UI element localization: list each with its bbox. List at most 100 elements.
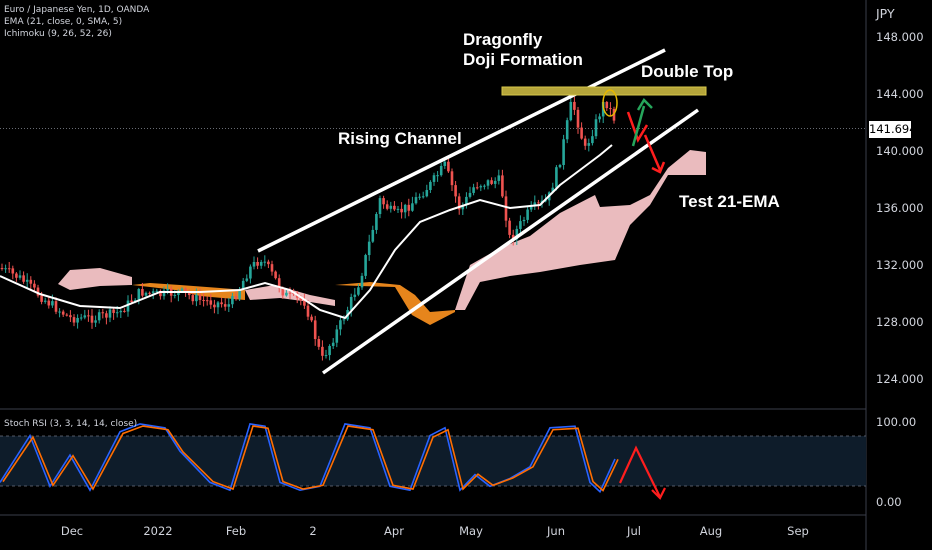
candle-body [565, 120, 569, 140]
candle-body [367, 241, 371, 256]
candle-body [587, 143, 591, 146]
candle-body [360, 275, 364, 288]
candle-body [187, 292, 191, 296]
legend-symbol[interactable]: Euro / Japanese Yen, 1D, OANDA [4, 5, 150, 15]
candle-body [407, 204, 411, 211]
candle-body [382, 198, 385, 205]
candle-body [213, 304, 216, 308]
legend-ichimoku[interactable]: Ichimoku (9, 26, 52, 26) [4, 29, 112, 39]
cloud-bullish [58, 268, 132, 290]
candle-body [555, 167, 558, 188]
candle-body [76, 317, 79, 323]
candle-body [184, 288, 187, 293]
stoch-arrow-head [651, 487, 666, 500]
candle-body [259, 261, 263, 266]
candle-body [357, 287, 360, 295]
candle-body [328, 345, 331, 356]
price-tick: 148.000 [876, 30, 924, 44]
candle-body [414, 197, 418, 204]
candle-body [252, 261, 256, 267]
candle-body [90, 315, 94, 323]
candle-body [583, 138, 587, 146]
time-tick: Aug [699, 524, 723, 538]
candle-body [339, 320, 342, 330]
time-tick: May [459, 524, 483, 538]
candle-body [569, 101, 573, 121]
candle-body [439, 165, 443, 176]
candle-body [450, 171, 454, 186]
candle-body [562, 139, 565, 165]
candle-body [310, 316, 313, 321]
stoch-d-line [2, 425, 619, 492]
candle-body [443, 161, 447, 166]
candle-body [598, 116, 601, 120]
candle-body [591, 136, 594, 144]
candle-body [241, 280, 245, 290]
candle-body [317, 339, 321, 347]
candle-body [425, 190, 429, 197]
time-tick: 2022 [143, 524, 173, 538]
channel-upper-line [257, 48, 666, 253]
legend-ema[interactable]: EMA (21, close, 0, SMA, 5) [4, 17, 123, 27]
candle-body [69, 315, 72, 318]
candle-body [447, 161, 450, 172]
candle-body [306, 305, 310, 317]
candle-body [403, 204, 407, 213]
candle-body [274, 271, 277, 279]
candle-body [144, 292, 148, 296]
time-tick: Apr [384, 524, 404, 538]
candle-body [353, 294, 357, 297]
candle-body [522, 219, 526, 222]
price-tick: 132.000 [876, 258, 924, 272]
candle-body [137, 289, 141, 301]
candle-body [321, 346, 324, 356]
candle-body [43, 300, 47, 302]
price-tick: 124.000 [876, 372, 924, 386]
candle-body [47, 300, 51, 306]
candle-body [299, 297, 303, 301]
candle-body [227, 304, 231, 307]
annotation-test-ema: Test 21-EMA [679, 192, 780, 211]
candle-body [130, 300, 133, 303]
candle-body [101, 312, 105, 314]
time-tick: Feb [225, 524, 247, 538]
candle-body [256, 261, 259, 266]
drawings [257, 48, 707, 375]
candle-body [61, 311, 65, 315]
candle-body [97, 312, 101, 321]
price-tick: 144.000 [876, 87, 924, 101]
legend-stoch[interactable]: Stoch RSI (3, 3, 14, 14, close) [4, 419, 138, 429]
candle-body [191, 295, 195, 302]
time-tick: Dec [60, 524, 84, 538]
stoch-legend: Stoch RSI (3, 3, 14, 14, close) [4, 418, 137, 430]
time-tick: Sep [787, 524, 809, 538]
candle-body [375, 214, 378, 230]
candle-body [94, 320, 97, 323]
candle-body [594, 119, 598, 137]
annotation-rising-channel: Rising Channel [338, 129, 462, 148]
candle-body [65, 314, 69, 316]
candle-body [457, 196, 461, 210]
last-price-badge: 141.694 [869, 121, 917, 138]
candle-body [400, 208, 403, 213]
candle-body [173, 294, 177, 296]
candle-body [501, 175, 504, 197]
annotation-double-top: Double Top [641, 62, 734, 81]
candle-body [418, 196, 421, 198]
stoch-tick: 100.00 [876, 415, 917, 429]
candle-body [331, 342, 335, 346]
candle-body [33, 283, 36, 288]
candle-body [490, 180, 493, 184]
stoch-k-line [0, 423, 616, 494]
candle-body [155, 290, 159, 292]
candle-body [79, 317, 83, 319]
candle-body [162, 290, 166, 297]
candle-body [238, 289, 241, 299]
candle-body [461, 204, 465, 210]
candle-body [267, 261, 270, 265]
arrow-up-head [636, 97, 653, 111]
candle-body [180, 288, 184, 291]
candle-body [551, 187, 555, 193]
candle-body [436, 175, 439, 177]
